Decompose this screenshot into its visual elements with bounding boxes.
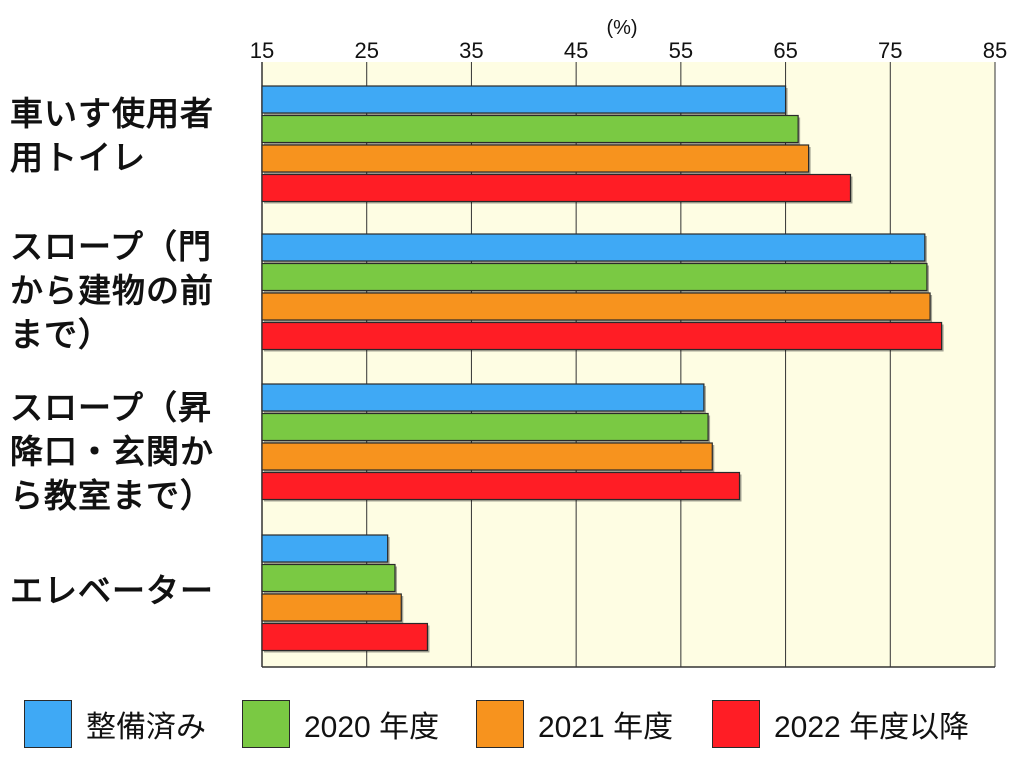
category-label-line: 降口・玄関か: [10, 432, 214, 471]
bar: [261, 534, 389, 563]
bar: [261, 622, 429, 652]
legend-item-2021: 2021 年度: [476, 698, 673, 750]
bar-chart: 15 25 35 45 55 65 75 85 (%): [250, 17, 1007, 668]
legend-swatch: [476, 700, 524, 748]
x-tick-label: 15: [250, 38, 274, 63]
legend-swatch: [242, 700, 290, 748]
x-tick-label: 65: [773, 38, 797, 63]
legend-item-completed: 整備済み: [24, 698, 206, 750]
bar: [261, 292, 931, 321]
bar: [261, 593, 402, 622]
category-label-accessible-toilet: 車いす使用者 用トイレ: [10, 92, 250, 180]
bar: [261, 262, 928, 292]
x-axis-ticks: 15 25 35 45 55 65 75 85: [250, 38, 1007, 63]
legend-label: 2021 年度: [538, 711, 674, 744]
bar: [261, 321, 943, 351]
x-tick-label: 85: [983, 38, 1007, 63]
legend-swatch: [712, 700, 760, 748]
x-tick-label: 45: [564, 38, 588, 63]
x-tick-label: 75: [878, 38, 902, 63]
legend-label: 整備済み: [86, 711, 206, 744]
category-label-line: ら教室まで）: [10, 476, 214, 515]
bar: [261, 471, 741, 501]
bar: [261, 412, 709, 442]
category-label-slope-gate: スロープ（門 から建物の前 まで）: [10, 225, 250, 357]
bar: [261, 233, 926, 262]
legend-label: 2020 年度: [304, 711, 440, 744]
axis-unit-label: (%): [606, 17, 637, 39]
x-tick-label: 25: [354, 38, 378, 63]
bar: [261, 563, 396, 593]
bar: [261, 114, 799, 144]
bar: [261, 144, 810, 173]
legend-item-2020: 2020 年度: [242, 698, 439, 750]
category-label-line: エレベーター: [10, 571, 214, 610]
legend-swatch: [24, 700, 72, 748]
bar: [261, 383, 705, 412]
category-label-line: スロープ（門: [10, 227, 213, 266]
category-label-line: 車いす使用者: [10, 94, 214, 133]
category-label-line: スロープ（昇: [10, 388, 213, 427]
legend-item-2022-later: 2022 年度以降: [712, 698, 969, 750]
x-tick-label: 35: [459, 38, 483, 63]
bar: [261, 85, 787, 114]
category-label-line: まで）: [10, 315, 112, 354]
legend-label: 2022 年度以降: [774, 711, 970, 744]
legend: 整備済み 2020 年度 2021 年度 2022 年度以降: [0, 690, 1024, 760]
bar: [261, 173, 852, 203]
bar: [261, 442, 713, 471]
bars: [261, 85, 944, 653]
category-label-elevator: エレベーター: [10, 569, 250, 613]
x-tick-label: 55: [669, 38, 693, 63]
category-label-line: から建物の前: [10, 271, 214, 310]
category-label-slope-entrance: スロープ（昇 降口・玄関か ら教室まで）: [10, 386, 250, 518]
category-label-line: 用トイレ: [10, 138, 146, 177]
